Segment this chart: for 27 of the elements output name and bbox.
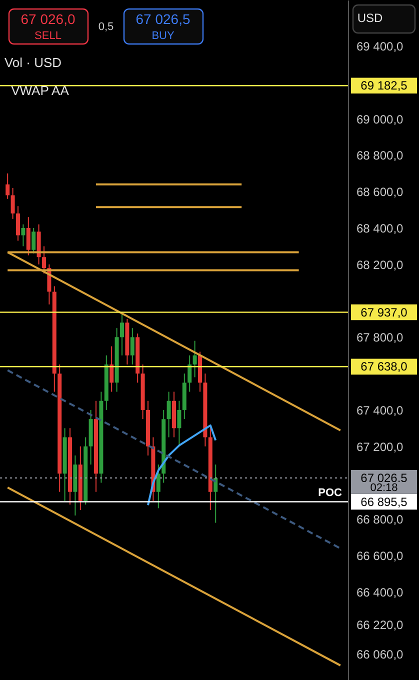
y-tick-label: 66 060,0 [356,647,404,662]
annotation: SELL [34,30,62,42]
ref-line-label: 67 937,0 [360,305,408,320]
annotation: VWAP AA [11,83,70,98]
text: USD [357,11,383,25]
annotation: 67 026,0 [20,11,76,27]
ref-line-label: 67 638,0 [360,360,408,374]
y-tick-label: 66 400,0 [356,585,404,600]
y-tick-label: 69 000,0 [356,112,404,126]
y-tick-label: 68 200,0 [356,258,404,272]
annotation: 67 026,5 [136,11,190,27]
y-tick-label: 67 200,0 [356,440,404,454]
y-tick-label: 68 400,0 [356,222,404,236]
annotation: BUY [152,30,175,42]
y-tick-label: 66 800,0 [356,512,404,527]
annotation: POC [318,486,342,499]
y-tick-label: 67 400,0 [356,403,404,418]
y-tick-label: 68 600,0 [356,185,404,200]
y-tick-label: 66 220,0 [356,618,404,632]
annotation: Vol · USD [4,55,62,70]
ref-line-label: 66 895,5 [360,494,408,509]
y-tick-label: 68 800,0 [356,148,404,163]
annotation: 0,5 [98,21,114,33]
y-tick-label: 67 800,0 [356,330,404,345]
ref-line-label: 69 182,5 [360,78,408,93]
y-tick-label: 69 400,0 [356,40,404,54]
y-tick-label: 66 600,0 [356,549,404,564]
